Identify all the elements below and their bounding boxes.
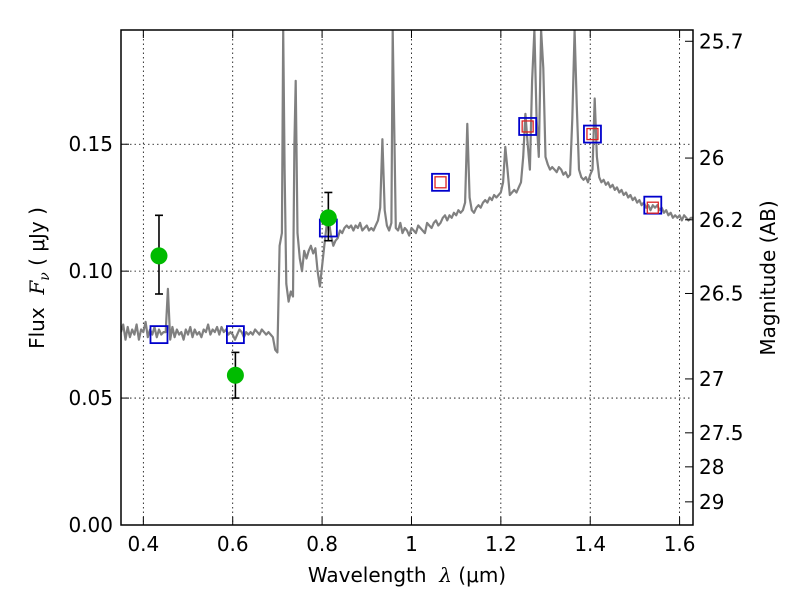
x-tick-label: 1 — [405, 532, 418, 556]
mag-tick-label: 26.5 — [699, 281, 744, 305]
axis-ticks: 0.4 0.6 0.8 1 1.2 1.4 1.6 0.00 0.05 0.10 0.15 25.7 2… — [68, 29, 743, 556]
mag-tick-label: 25.7 — [699, 29, 744, 53]
model-photometry-square — [149, 325, 169, 345]
x-axis-title: Wavelength λ (μm) — [308, 563, 506, 587]
x-tick-label: 1.6 — [664, 532, 696, 556]
y-tick-label: 0.00 — [68, 513, 113, 537]
x-tick-label: 1.2 — [485, 532, 517, 556]
mag-tick-label: 26.2 — [699, 208, 744, 232]
x-tick-label: 1.4 — [574, 532, 606, 556]
y-tick-label: 0.10 — [68, 259, 113, 283]
mag-tick-label: 26 — [699, 146, 724, 170]
model-photometry-inner-square — [586, 127, 599, 141]
x-tick-label: 0.8 — [306, 532, 338, 556]
model-photometry-inner-square — [521, 120, 534, 133]
x-tick-label: 0.4 — [127, 532, 159, 556]
y-tick-label: 0.05 — [68, 386, 113, 410]
grid — [121, 30, 693, 525]
model-photometry-inner-square — [646, 201, 659, 214]
spectrum-line — [121, 30, 693, 354]
model-photometry-square — [431, 172, 450, 192]
y-tick-label: 0.15 — [68, 132, 113, 156]
axes-frame — [120, 29, 694, 526]
plot-area — [121, 30, 693, 399]
mag-tick-label: 29 — [699, 490, 724, 514]
y-axis-title: Flux Fν ( μJy ) — [25, 207, 53, 349]
mag-tick-label: 27.5 — [699, 421, 744, 445]
mag-tick-label: 28 — [699, 455, 724, 479]
model-photometry-square — [518, 117, 538, 136]
model-photometry-square — [583, 124, 602, 144]
observed-point — [150, 247, 168, 265]
model-photometry-square — [225, 325, 245, 345]
x-tick-label: 0.6 — [217, 532, 249, 556]
model-photometry-inner-square — [434, 176, 447, 189]
y2-axis-title: Magnitude (AB) — [756, 200, 780, 355]
observed-point — [319, 209, 337, 227]
observed-point — [226, 366, 244, 384]
mag-tick-label: 27 — [699, 367, 724, 391]
